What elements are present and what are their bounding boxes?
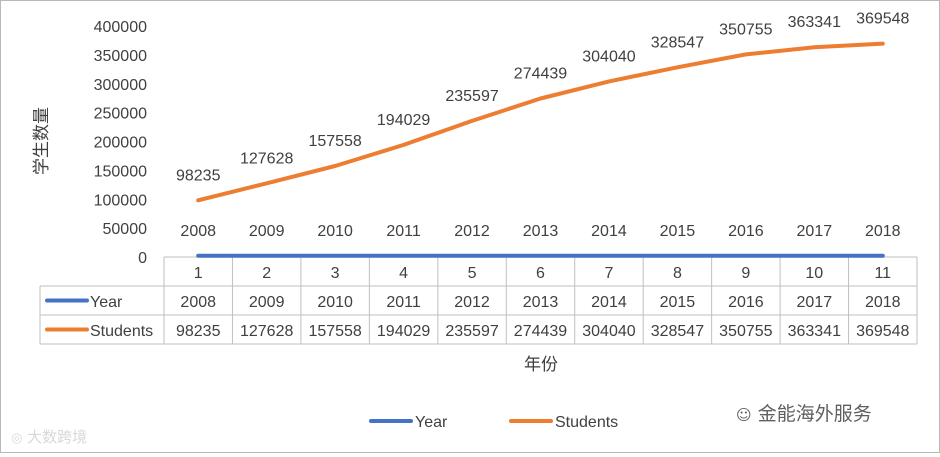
y-tick-label: 250000 [94, 106, 147, 123]
category-label: 8 [673, 265, 682, 282]
table-cell-value: 127628 [240, 323, 293, 340]
data-label: 363341 [788, 14, 841, 31]
y-tick-label: 200000 [94, 135, 147, 152]
table-cell-value: 2008 [180, 294, 216, 311]
category-label: 10 [805, 265, 823, 282]
data-label: 2010 [317, 223, 353, 240]
data-label: 350755 [719, 21, 772, 38]
y-tick-label: 350000 [94, 48, 147, 65]
y-tick-label: 50000 [103, 221, 148, 238]
data-label: 157558 [308, 133, 361, 150]
data-label: 369548 [856, 11, 909, 28]
data-label: 2008 [180, 223, 216, 240]
legend-label: Students [555, 414, 618, 431]
table-series-name: Year [90, 294, 123, 311]
table-cell-value: 369548 [856, 323, 909, 340]
watermark-right-text: 金能海外服务 [757, 403, 872, 425]
series-line-students [196, 41, 885, 203]
data-labels: 2008 2009 2010 2011 2012 2013 2014 2015 2016 2017… [176, 11, 910, 240]
data-label: 2011 [386, 223, 421, 240]
table-cell-value: 2010 [317, 294, 353, 311]
y-tick-label: 150000 [94, 163, 147, 180]
y-axis-title: 学生数量 [32, 107, 51, 175]
y-tick-label: 100000 [94, 192, 147, 209]
data-table: 1 2 3 4 5 6 7 8 9 10 11 Year 2008 2009 2010 2011 2012 201… [39, 256, 918, 345]
y-tick-label: 300000 [94, 77, 147, 94]
table-cell-value: 2015 [660, 294, 696, 311]
data-label: 235597 [445, 88, 498, 105]
category-label: 11 [874, 265, 891, 282]
series-lines [196, 41, 885, 258]
y-axis: 0 50000 100000 150000 200000 250000 300000 3500… [94, 19, 147, 267]
category-label: 7 [605, 265, 614, 282]
watermark-right: ☺ 金能海外服务 [736, 399, 872, 426]
category-label: 4 [399, 265, 408, 282]
legend-label: Year [415, 414, 448, 431]
table-cell-value: 98235 [176, 323, 221, 340]
table-series-name: Students [90, 323, 153, 340]
data-label: 2018 [865, 223, 901, 240]
weibo-icon: ◎ [11, 431, 23, 446]
category-label: 5 [468, 265, 477, 282]
data-label: 328547 [651, 34, 704, 51]
watermark-left-text: 大数跨境 [27, 428, 88, 446]
table-cell-value: 2013 [523, 294, 559, 311]
data-label: 2012 [454, 223, 490, 240]
table-cell-value: 194029 [377, 323, 430, 340]
data-label: 274439 [514, 66, 567, 83]
category-label: 1 [194, 265, 203, 282]
category-label: 3 [331, 265, 340, 282]
data-label: 2017 [797, 223, 833, 240]
table-cell-value: 304040 [582, 323, 635, 340]
data-label: 98235 [176, 167, 221, 184]
data-label: 2015 [660, 223, 696, 240]
data-label: 194029 [377, 112, 430, 129]
legend: Year Students [369, 414, 618, 431]
table-cell-value: 350755 [719, 323, 772, 340]
table-cell-value: 2011 [386, 294, 421, 311]
data-label: 2014 [591, 223, 627, 240]
y-tick-label: 400000 [94, 19, 147, 36]
table-cell-value: 235597 [445, 323, 498, 340]
wechat-icon: ☺ [736, 406, 752, 424]
data-label: 2013 [523, 223, 559, 240]
table-cell-value: 2009 [249, 294, 285, 311]
data-label: 127628 [240, 150, 293, 167]
table-cell-value: 274439 [514, 323, 567, 340]
category-label: 6 [536, 265, 545, 282]
table-cell-value: 2017 [797, 294, 833, 311]
table-cell-value: 2018 [865, 294, 901, 311]
category-label: 9 [741, 265, 750, 282]
table-cell-value: 2016 [728, 294, 764, 311]
data-label: 2009 [249, 223, 285, 240]
watermark-left: ◎ 大数跨境 [11, 426, 87, 447]
category-label: 2 [262, 265, 271, 282]
data-label: 2016 [728, 223, 764, 240]
table-cell-value: 2012 [454, 294, 490, 311]
table-cell-value: 328547 [651, 323, 704, 340]
table-cell-value: 363341 [788, 323, 841, 340]
x-axis-title: 年份 [524, 355, 558, 374]
data-label: 304040 [582, 48, 635, 65]
table-cell-value: 157558 [308, 323, 361, 340]
y-tick-label: 0 [138, 250, 147, 267]
table-cell-value: 2014 [591, 294, 627, 311]
